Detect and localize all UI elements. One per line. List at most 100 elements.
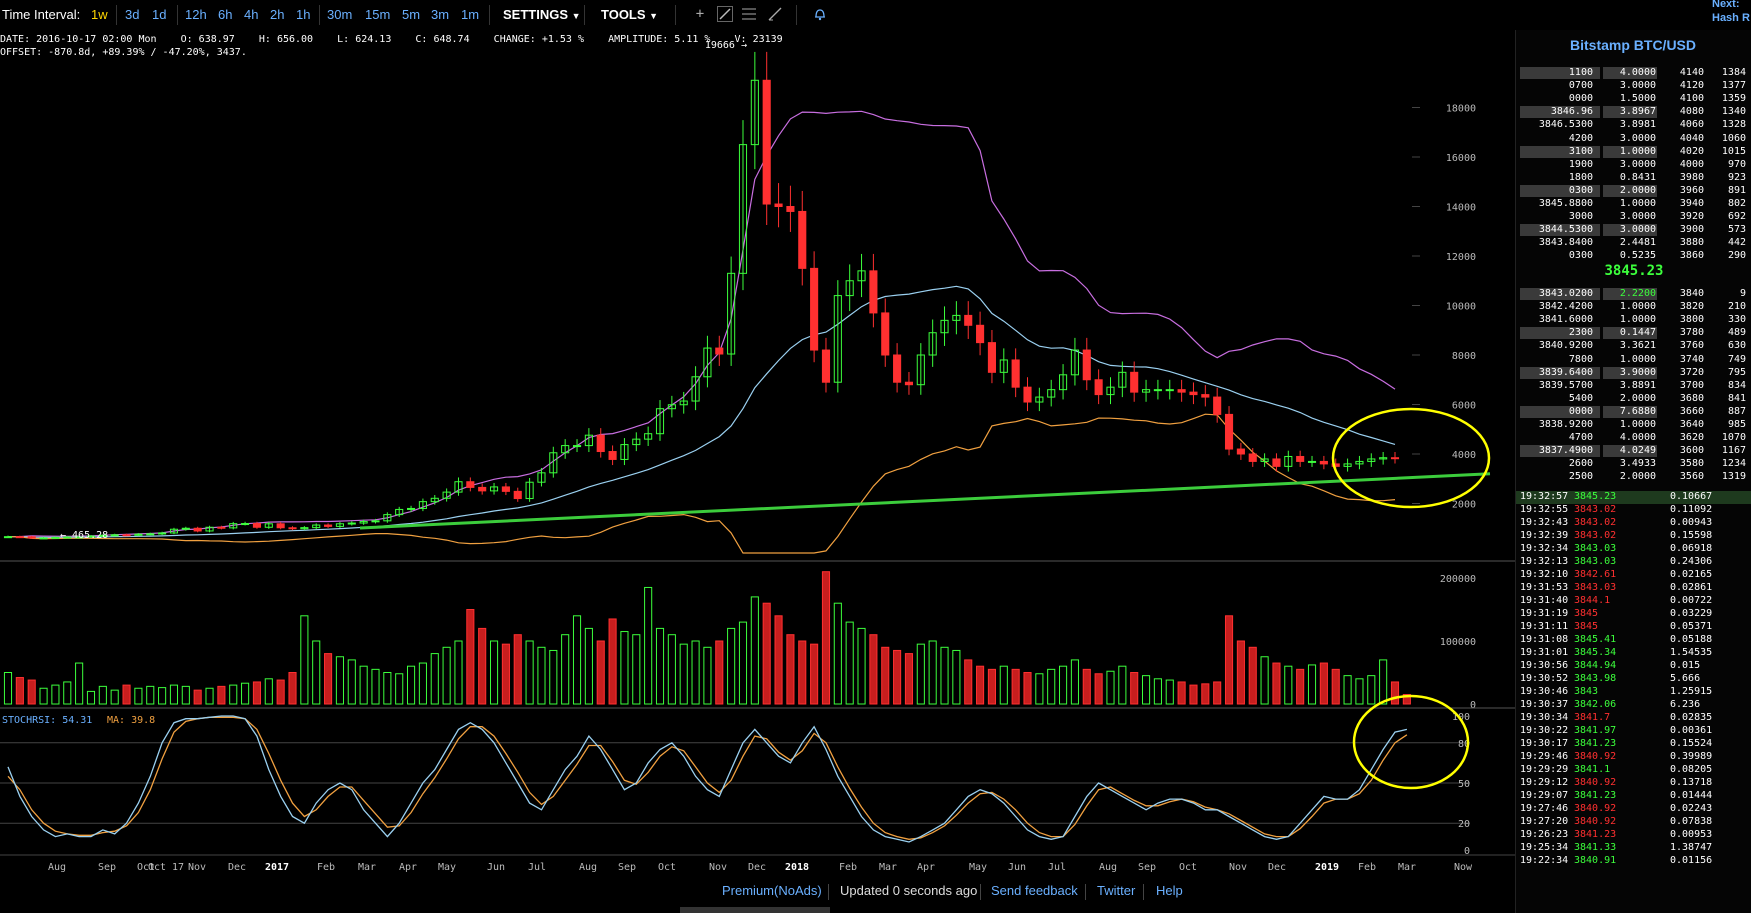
ask-row[interactable]: 0000 1.5000 4100 1359 bbox=[1516, 93, 1751, 106]
bid-row[interactable]: 3838.9200 1.0000 3640 985 bbox=[1516, 419, 1751, 432]
ask-row[interactable]: 3843.8400 2.4481 3880 442 bbox=[1516, 237, 1751, 250]
horizontal-scrollbar[interactable] bbox=[680, 907, 830, 913]
interval-12h[interactable]: 12h bbox=[185, 7, 207, 22]
candle-body bbox=[667, 404, 676, 410]
bid-row[interactable]: 3841.6000 1.0000 3800 330 bbox=[1516, 314, 1751, 327]
settings-menu[interactable]: SETTINGS ▼ bbox=[503, 7, 581, 22]
trade-time: 19:32:57 bbox=[1520, 491, 1569, 502]
bid-row[interactable]: 3842.4200 1.0000 3820 210 bbox=[1516, 301, 1751, 314]
help-link[interactable]: Help bbox=[1156, 883, 1183, 898]
candle-body bbox=[181, 527, 190, 530]
order-amount: 1.0000 bbox=[1619, 145, 1656, 157]
interval-4h[interactable]: 4h bbox=[244, 7, 259, 22]
fibonacci-icon[interactable] bbox=[741, 6, 757, 22]
interval-1w[interactable]: 1w bbox=[91, 7, 108, 22]
volume-bar bbox=[122, 684, 131, 705]
premium-link[interactable]: Premium(NoAds) bbox=[722, 883, 822, 898]
hashrate-link[interactable]: Hash R bbox=[1712, 12, 1750, 24]
time-tick-label: May bbox=[969, 862, 987, 873]
interval-6h[interactable]: 6h bbox=[218, 7, 233, 22]
pencil-icon[interactable] bbox=[767, 6, 783, 22]
bid-row[interactable]: 0000 7.6880 3660 887 bbox=[1516, 405, 1751, 419]
volume-bar bbox=[999, 665, 1008, 705]
tools-menu[interactable]: TOOLS ▼ bbox=[601, 7, 658, 22]
interval-1d[interactable]: 1d bbox=[152, 7, 167, 22]
bid-row[interactable]: 3837.4900 4.0249 3600 1167 bbox=[1516, 445, 1751, 458]
bid-row[interactable]: 4700 4.0000 3620 1070 bbox=[1516, 432, 1751, 445]
interval-5m[interactable]: 5m bbox=[402, 7, 421, 22]
next-halving-link[interactable]: Next: bbox=[1712, 0, 1740, 10]
ask-row[interactable]: 1900 3.0000 4000 970 bbox=[1516, 159, 1751, 172]
bid-row[interactable]: 2600 3.4933 3580 1234 bbox=[1516, 458, 1751, 471]
trade-amount: 0.06918 bbox=[1670, 543, 1713, 554]
interval-15m[interactable]: 15m bbox=[365, 7, 391, 22]
trade-time: 19:31:08 bbox=[1520, 634, 1569, 645]
order-level: 4100 bbox=[1679, 93, 1704, 105]
ask-row[interactable]: 3845.8800 1.0000 3940 802 bbox=[1516, 198, 1751, 211]
ask-row[interactable]: 3846.96 3.8967 4080 1340 bbox=[1516, 106, 1751, 119]
price-chart-canvas[interactable]: 2000400060008000100001200014000160001800… bbox=[0, 30, 1515, 874]
volume-bar bbox=[1272, 662, 1281, 705]
ask-row[interactable]: 4200 3.0000 4040 1060 bbox=[1516, 133, 1751, 146]
candlestick-series bbox=[3, 51, 1400, 540]
trade-row: 19:29:46 3840.92 0.39989 bbox=[1516, 751, 1751, 764]
ask-row[interactable]: 3100 1.0000 4020 1015 bbox=[1516, 145, 1751, 159]
row-highlight bbox=[1520, 67, 1600, 79]
candle-body bbox=[1307, 460, 1317, 463]
order-amount: 3.8981 bbox=[1619, 119, 1656, 131]
volume-bar bbox=[264, 678, 273, 705]
bell-icon[interactable] bbox=[812, 6, 828, 22]
ask-row[interactable]: 3844.5300 3.0000 3900 573 bbox=[1516, 224, 1751, 237]
volume-bar bbox=[987, 668, 996, 705]
row-highlight bbox=[1520, 327, 1600, 340]
trendline[interactable] bbox=[359, 472, 1491, 530]
volume-bar bbox=[786, 634, 795, 705]
ask-row[interactable]: 0300 2.0000 3960 891 bbox=[1516, 184, 1751, 198]
candle-body bbox=[596, 434, 605, 453]
ask-row[interactable]: 0300 0.5235 3860 290 bbox=[1516, 250, 1751, 263]
candle-body bbox=[1059, 374, 1068, 391]
interval-1h[interactable]: 1h bbox=[296, 7, 311, 22]
candle-body bbox=[1284, 455, 1293, 467]
candle-body bbox=[561, 445, 570, 454]
bid-row[interactable]: 3839.6400 3.9000 3720 795 bbox=[1516, 366, 1751, 380]
ask-row[interactable]: 1100 4.0000 4140 1384 bbox=[1516, 67, 1751, 80]
candle-body bbox=[703, 347, 712, 378]
trade-amount: 0.02165 bbox=[1670, 569, 1713, 580]
trade-amount: 6.236 bbox=[1670, 699, 1701, 710]
ask-row[interactable]: 3000 3.0000 3920 692 bbox=[1516, 211, 1751, 224]
bid-row[interactable]: 3840.9200 3.3621 3760 630 bbox=[1516, 340, 1751, 353]
feedback-link[interactable]: Send feedback bbox=[991, 883, 1078, 898]
interval-30m[interactable]: 30m bbox=[327, 7, 353, 22]
bid-row[interactable]: 2500 2.0000 3560 1319 bbox=[1516, 471, 1751, 484]
interval-3m[interactable]: 3m bbox=[431, 7, 450, 22]
interval-1m[interactable]: 1m bbox=[461, 7, 480, 22]
candle-body bbox=[27, 536, 36, 539]
trade-time: 19:32:55 bbox=[1520, 504, 1569, 515]
trade-row: 19:32:43 3843.02 0.00943 bbox=[1516, 517, 1751, 530]
bid-row[interactable]: 2300 0.1447 3780 489 bbox=[1516, 327, 1751, 340]
twitter-link[interactable]: Twitter bbox=[1097, 883, 1136, 898]
bid-row[interactable]: 3839.5700 3.8891 3700 834 bbox=[1516, 380, 1751, 393]
order-level: 3660 bbox=[1679, 405, 1704, 417]
trade-amount: 0.15524 bbox=[1670, 738, 1713, 749]
ask-row[interactable]: 0700 3.0000 4120 1377 bbox=[1516, 80, 1751, 93]
interval-2h[interactable]: 2h bbox=[270, 7, 285, 22]
ask-row[interactable]: 1800 0.8431 3980 923 bbox=[1516, 172, 1751, 185]
bid-row[interactable]: 5400 2.0000 3680 841 bbox=[1516, 393, 1751, 406]
candle-body bbox=[549, 452, 558, 474]
trade-amount: 0.01444 bbox=[1670, 790, 1713, 801]
time-tick-label: Nov bbox=[1229, 862, 1247, 873]
order-depth: 891 bbox=[1727, 184, 1746, 196]
candle-body bbox=[1094, 379, 1103, 396]
bid-row[interactable]: 3843.0200 2.2200 3840 9 bbox=[1516, 288, 1751, 301]
crosshair-icon[interactable]: + bbox=[695, 6, 705, 22]
order-price: 2500 bbox=[1568, 471, 1593, 483]
trade-time: 19:30:37 bbox=[1520, 699, 1569, 710]
order-price: 3837.4900 bbox=[1538, 445, 1593, 457]
line-tool-icon[interactable] bbox=[717, 6, 733, 22]
bid-row[interactable]: 7800 1.0000 3740 749 bbox=[1516, 354, 1751, 367]
interval-3d[interactable]: 3d bbox=[125, 7, 140, 22]
ask-row[interactable]: 3846.5300 3.8981 4060 1328 bbox=[1516, 119, 1751, 132]
trade-time: 19:29:29 bbox=[1520, 764, 1569, 775]
